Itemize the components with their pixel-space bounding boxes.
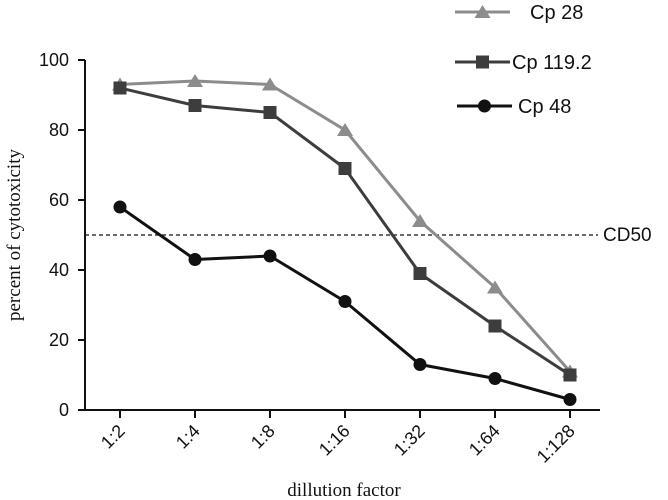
data-point: [263, 249, 277, 263]
data-point: [413, 358, 427, 371]
legend: Cp 28 Cp 119.2 Cp 48: [455, 2, 592, 118]
data-point: [262, 77, 278, 91]
cd50-reference: CD50: [85, 225, 652, 246]
x-tick-label: 1:4: [172, 421, 204, 453]
legend-marker: [474, 5, 491, 18]
legend-label: Cp 119.2: [512, 52, 592, 74]
legend-item: Cp 28: [455, 2, 583, 24]
series-layer: [112, 74, 578, 406]
data-point: [188, 253, 202, 266]
y-tick-label: 100: [39, 50, 69, 70]
y-tick-label: 40: [49, 260, 69, 280]
y-tick-label: 60: [49, 190, 69, 210]
data-point: [338, 295, 352, 308]
x-tick-label: 1:128: [533, 421, 579, 467]
legend-marker: [476, 55, 489, 69]
y-tick-label: 80: [49, 120, 69, 140]
data-point: [487, 280, 503, 294]
legend-item: Cp 48: [457, 96, 571, 118]
data-point: [338, 162, 352, 175]
data-point: [113, 81, 127, 95]
series-cp-48: [113, 200, 577, 406]
y-ticks: 0 20 40 60 80 100: [39, 50, 85, 420]
axes: 0 20 40 60 80 100 1:2 1:4 1:8 1:16 1:32 1:64 1:128: [39, 50, 600, 467]
data-point: [188, 99, 202, 112]
series-cp-119-2: [113, 81, 577, 382]
data-point: [413, 267, 427, 280]
data-point: [488, 319, 502, 333]
x-tick-label: 1:16: [315, 421, 354, 460]
legend-label: Cp 28: [530, 2, 583, 24]
series-cp-28: [112, 74, 578, 378]
data-point: [563, 393, 577, 406]
legend-marker: [478, 99, 491, 113]
data-point: [563, 368, 577, 382]
legend-item: Cp 119.2: [455, 52, 592, 74]
data-point: [488, 372, 502, 385]
y-tick-label: 20: [49, 330, 69, 350]
legend-label: Cp 48: [518, 96, 571, 118]
x-tick-label: 1:8: [247, 421, 279, 453]
data-point: [337, 123, 353, 136]
data-point: [263, 106, 277, 119]
x-tick-label: 1:32: [390, 421, 429, 460]
x-tick-label: 1:2: [97, 421, 129, 453]
data-point: [412, 214, 428, 227]
y-axis-label: percent of cytotoxicity: [4, 149, 25, 321]
x-axis-label: dillution factor: [287, 480, 401, 500]
data-point: [113, 200, 127, 214]
data-point: [187, 74, 203, 87]
cd50-label: CD50: [603, 225, 652, 246]
x-ticks: 1:2 1:4 1:8 1:16 1:32 1:64 1:128: [97, 410, 579, 467]
y-tick-label: 0: [59, 400, 69, 420]
x-tick-label: 1:64: [465, 421, 504, 460]
